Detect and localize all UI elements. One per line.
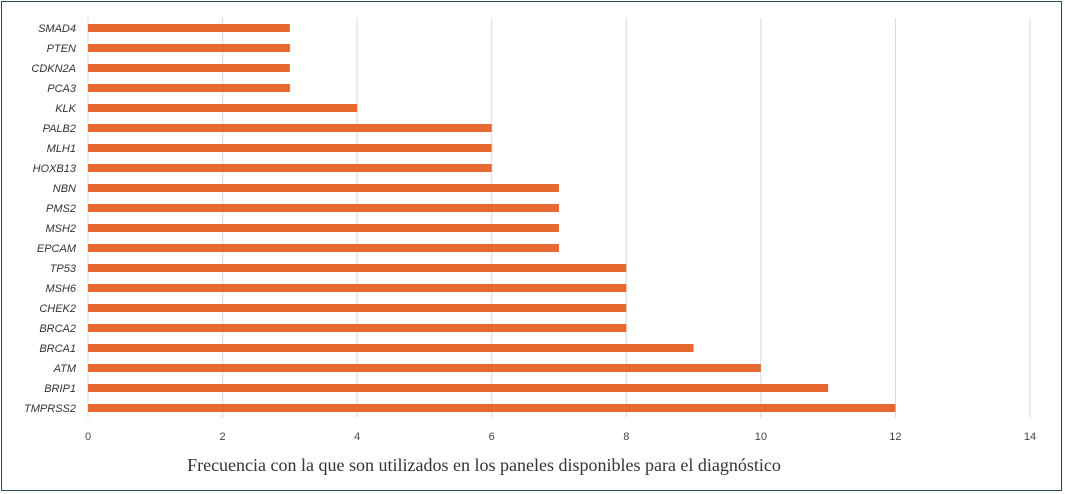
category-label: MSH2 [45,223,76,235]
category-labels: SMAD4 PTEN CDKN2A PCA3 KLK PALB2 MLH1 HOXB13 NBN… [24,23,77,415]
category-label: SMAD4 [38,23,76,35]
category-label: TMPRSS2 [24,403,76,415]
category-label: EPCAM [37,243,77,255]
bar-brca2 [88,324,627,332]
bar-pms2 [88,204,559,212]
category-label: PALB2 [43,123,76,135]
category-label: BRCA1 [39,343,76,355]
category-label: CHEK2 [39,303,76,315]
category-label: KLK [55,103,76,115]
x-tick-label: 0 [85,431,91,443]
category-label: PCA3 [47,83,77,95]
bar-brca1 [88,344,694,352]
bar-tmprss2 [88,404,896,412]
category-label: BRIP1 [44,383,76,395]
x-tick-label: 2 [220,431,226,443]
x-tick-label: 4 [354,431,360,443]
x-tick-label: 12 [889,431,901,443]
category-label: HOXB13 [33,163,77,175]
category-label: TP53 [50,263,77,275]
category-label: MSH6 [45,283,76,295]
bar-tp53 [88,264,627,272]
bar-klk [88,104,358,112]
bar-nbn [88,184,559,192]
category-label: PTEN [47,43,76,55]
x-tick-label: 10 [755,431,767,443]
x-tick-labels: 0 2 4 6 8 10 12 14 [85,431,1036,443]
bars [88,24,896,412]
category-label: NBN [53,183,76,195]
bar-atm [88,364,761,372]
bar-pten [88,44,290,52]
bar-msh6 [88,284,627,292]
bar-brip1 [88,384,829,392]
bar-hoxb13 [88,164,492,172]
category-label: PMS2 [46,203,76,215]
bar-epcam [88,244,559,252]
bar-palb2 [88,124,492,132]
bar-smad4 [88,24,290,32]
category-label: CDKN2A [31,63,76,75]
x-axis-title: Frecuencia con la que son utilizados en … [187,455,781,475]
category-label: BRCA2 [39,323,76,335]
bar-pca3 [88,84,290,92]
x-tick-label: 8 [623,431,629,443]
x-tick-label: 6 [489,431,495,443]
bar-mlh1 [88,144,492,152]
category-label: MLH1 [47,143,76,155]
x-tick-label: 14 [1024,431,1036,443]
category-label: ATM [53,363,77,375]
bar-cdkn2a [88,64,290,72]
bar-msh2 [88,224,559,232]
bar-chek2 [88,304,627,312]
grid-lines [87,18,1031,418]
